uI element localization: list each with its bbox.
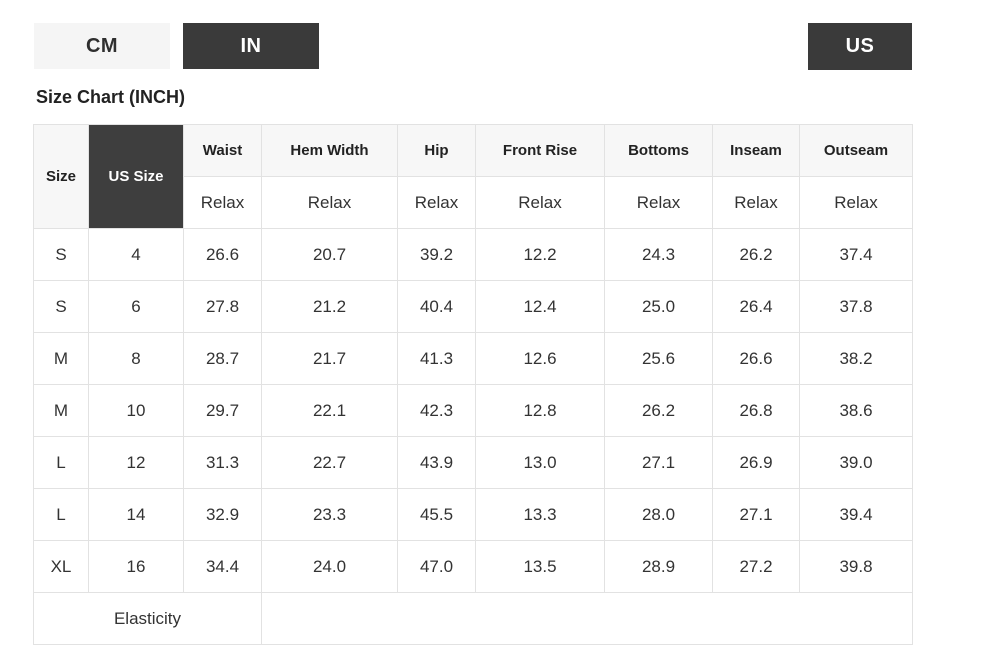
- fit-cell-hem-width: Relax: [261, 176, 398, 229]
- table-cell: 39.8: [799, 540, 913, 593]
- table-cell: 16: [88, 540, 184, 593]
- table-cell: 39.0: [799, 436, 913, 489]
- table-cell: 13.3: [475, 488, 605, 541]
- table-cell: L: [33, 436, 89, 489]
- table-cell: 39.2: [397, 228, 476, 281]
- table-cell: 27.1: [712, 488, 800, 541]
- fit-cell-front-rise: Relax: [475, 176, 605, 229]
- table-cell: 27.2: [712, 540, 800, 593]
- elasticity-row: Elasticity: [33, 592, 913, 645]
- table-row: M 10 29.7 22.1 42.3 12.8 26.2 26.8 38.6: [33, 384, 913, 437]
- elasticity-value-cell: [261, 592, 913, 645]
- header-row: Size US Size Waist Hem Width Hip Front R…: [33, 124, 913, 229]
- table-cell: 6: [88, 280, 184, 333]
- table-cell: 20.7: [261, 228, 398, 281]
- table-cell: 14: [88, 488, 184, 541]
- col-header-size: Size: [33, 124, 89, 229]
- table-cell: 29.7: [183, 384, 262, 437]
- col-header-front-rise: Front Rise: [475, 124, 605, 177]
- table-cell: 12.4: [475, 280, 605, 333]
- table-cell: L: [33, 488, 89, 541]
- table-cell: 31.3: [183, 436, 262, 489]
- fit-row: Relax Relax Relax Relax Relax Relax Rela…: [34, 176, 913, 229]
- table-cell: 26.8: [712, 384, 800, 437]
- table-cell: 24.3: [604, 228, 713, 281]
- table-cell: 24.0: [261, 540, 398, 593]
- table-cell: 41.3: [397, 332, 476, 385]
- table-cell: 22.1: [261, 384, 398, 437]
- table-cell: 28.7: [183, 332, 262, 385]
- fit-cell-inseam: Relax: [712, 176, 800, 229]
- table-cell: S: [33, 280, 89, 333]
- size-chart-table: Size US Size Waist Hem Width Hip Front R…: [33, 124, 913, 645]
- table-cell: M: [33, 384, 89, 437]
- table-cell: M: [33, 332, 89, 385]
- col-header-hip: Hip: [397, 124, 476, 177]
- table-cell: 21.2: [261, 280, 398, 333]
- table-cell: 21.7: [261, 332, 398, 385]
- table-cell: 43.9: [397, 436, 476, 489]
- region-toggle-us-button[interactable]: US: [808, 23, 912, 70]
- table-cell: 32.9: [183, 488, 262, 541]
- table-row: S 4 26.6 20.7 39.2 12.2 24.3 26.2 37.4: [33, 228, 913, 281]
- table-cell: 45.5: [397, 488, 476, 541]
- fit-cell-outseam: Relax: [799, 176, 913, 229]
- table-cell: 8: [88, 332, 184, 385]
- page-title: Size Chart (INCH): [36, 87, 186, 107]
- table-cell: 38.6: [799, 384, 913, 437]
- table-cell: 26.6: [183, 228, 262, 281]
- table-cell: 47.0: [397, 540, 476, 593]
- table-cell: 22.7: [261, 436, 398, 489]
- col-header-outseam: Outseam: [799, 124, 913, 177]
- table-row: L 12 31.3 22.7 43.9 13.0 27.1 26.9 39.0: [33, 436, 913, 489]
- table-cell: XL: [33, 540, 89, 593]
- table-cell: 26.2: [604, 384, 713, 437]
- table-cell: 4: [88, 228, 184, 281]
- table-cell: 12: [88, 436, 184, 489]
- table-cell: 23.3: [261, 488, 398, 541]
- table-cell: 40.4: [397, 280, 476, 333]
- table-cell: 25.0: [604, 280, 713, 333]
- table-row: L 14 32.9 23.3 45.5 13.3 28.0 27.1 39.4: [33, 488, 913, 541]
- elasticity-label-cell: Elasticity: [33, 592, 262, 645]
- table-cell: 13.5: [475, 540, 605, 593]
- table-row: M 8 28.7 21.7 41.3 12.6 25.6 26.6 38.2: [33, 332, 913, 385]
- table-cell: 37.4: [799, 228, 913, 281]
- table-cell: 38.2: [799, 332, 913, 385]
- table-row: XL 16 34.4 24.0 47.0 13.5 28.9 27.2 39.8: [33, 540, 913, 593]
- table-cell: 26.4: [712, 280, 800, 333]
- fit-cell-hip: Relax: [397, 176, 476, 229]
- table-cell: 12.8: [475, 384, 605, 437]
- col-header-us-size: US Size: [88, 124, 184, 229]
- table-cell: 26.9: [712, 436, 800, 489]
- table-cell: 42.3: [397, 384, 476, 437]
- table-cell: 26.2: [712, 228, 800, 281]
- table-cell: 39.4: [799, 488, 913, 541]
- table-cell: 27.8: [183, 280, 262, 333]
- table-cell: 26.6: [712, 332, 800, 385]
- unit-toggle-cm-button[interactable]: CM: [34, 23, 170, 69]
- table-cell: 13.0: [475, 436, 605, 489]
- table-cell: 25.6: [604, 332, 713, 385]
- col-header-waist: Waist: [183, 124, 262, 177]
- table-cell: 27.1: [604, 436, 713, 489]
- col-header-hem-width: Hem Width: [261, 124, 398, 177]
- table-cell: 28.0: [604, 488, 713, 541]
- table-cell: 12.6: [475, 332, 605, 385]
- fit-cell-waist: Relax: [183, 176, 262, 229]
- col-header-bottoms: Bottoms: [604, 124, 713, 177]
- table-cell: 37.8: [799, 280, 913, 333]
- table-row: S 6 27.8 21.2 40.4 12.4 25.0 26.4 37.8: [33, 280, 913, 333]
- table-cell: 34.4: [183, 540, 262, 593]
- table-cell: S: [33, 228, 89, 281]
- unit-toggle-in-button[interactable]: IN: [183, 23, 319, 69]
- table-cell: 10: [88, 384, 184, 437]
- table-cell: 12.2: [475, 228, 605, 281]
- size-table-body: S 4 26.6 20.7 39.2 12.2 24.3 26.2 37.4 S 6 27.8 21.2…: [33, 228, 913, 593]
- fit-cell-bottoms: Relax: [604, 176, 713, 229]
- table-cell: 28.9: [604, 540, 713, 593]
- col-header-inseam: Inseam: [712, 124, 800, 177]
